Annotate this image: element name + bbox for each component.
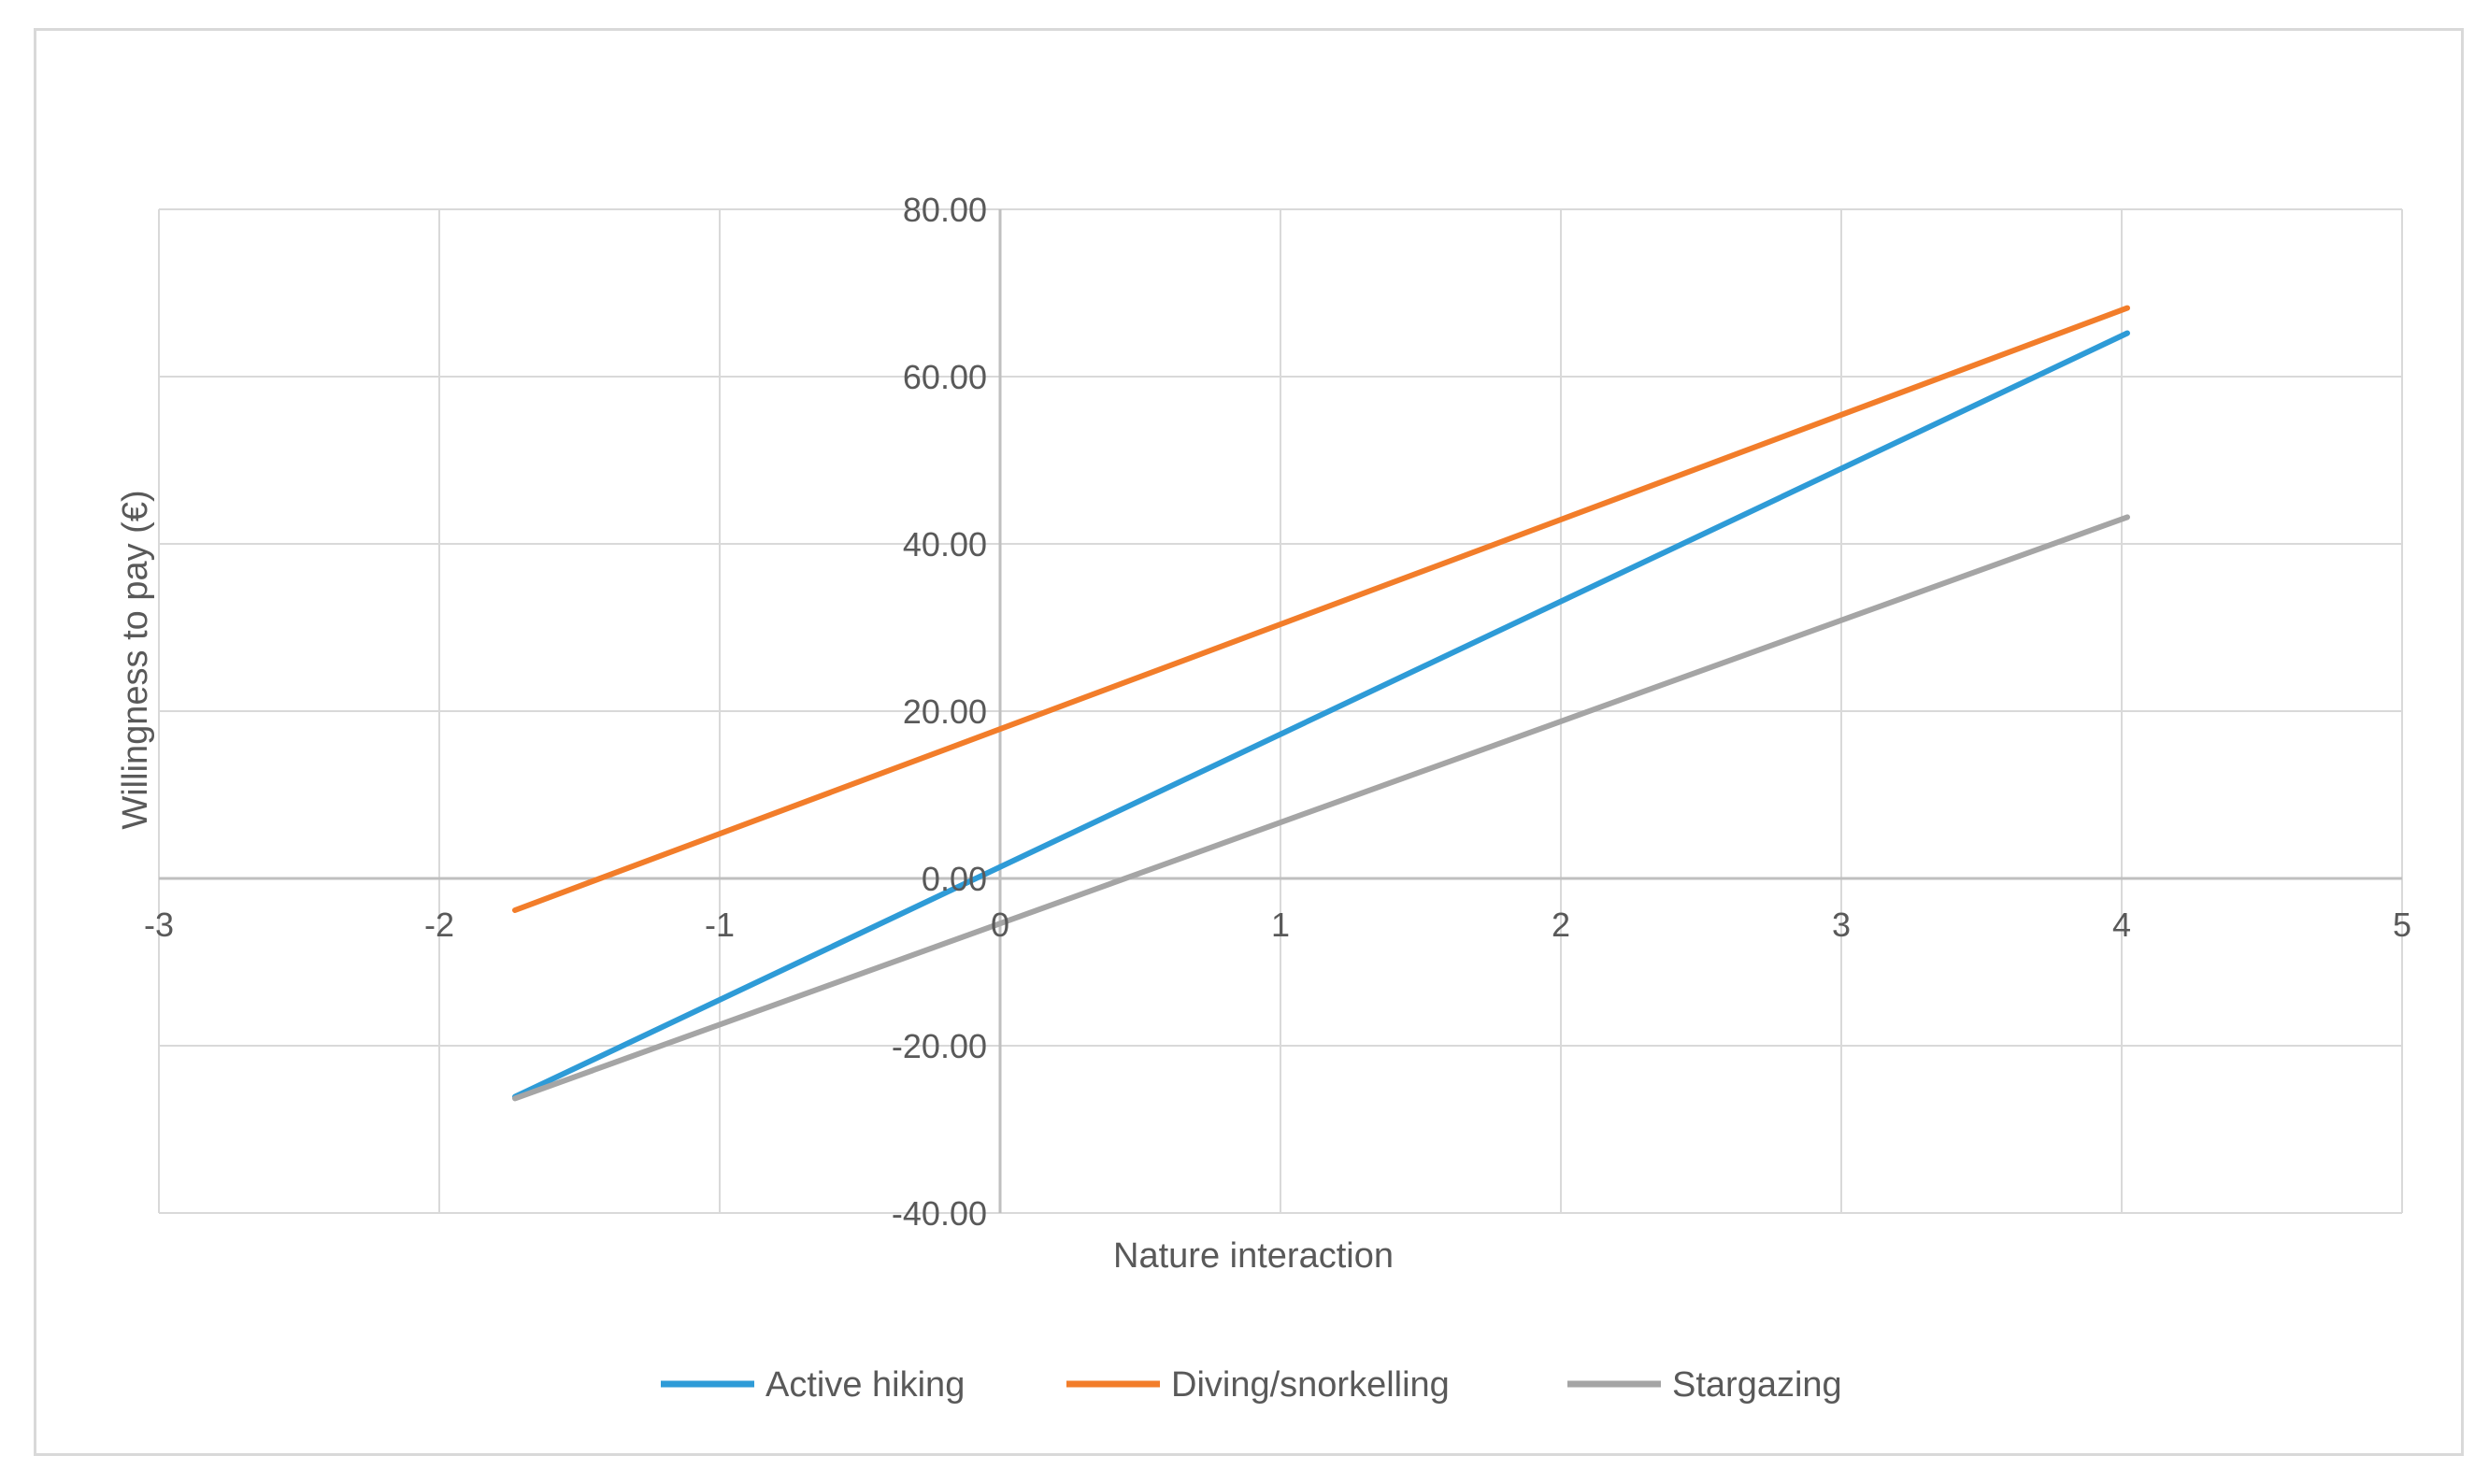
x-tick-label: 2 (1552, 906, 1570, 944)
legend: Active hiking Diving/snorkelling Stargazin… (661, 1365, 1842, 1405)
series-line-stargazing (512, 514, 2130, 1102)
legend-label-active-hiking: Active hiking (765, 1365, 965, 1405)
y-tick-labels: -40.00 -20.00 0.00 20.00 40.00 60.00 80.00 (892, 191, 987, 1233)
y-tick-label: -20.00 (892, 1027, 987, 1065)
x-tick-label: 5 (2393, 906, 2411, 944)
y-tick-label: -40.00 (892, 1194, 987, 1233)
x-tick-label: 1 (1271, 906, 1290, 944)
x-tick-label: -3 (144, 906, 174, 944)
x-tick-label: 3 (1832, 906, 1851, 944)
series-lines (512, 305, 2130, 1102)
series-line-diving-snorkelling (512, 305, 2130, 913)
y-tick-label: 60.00 (903, 358, 987, 396)
y-tick-label: 40.00 (903, 525, 987, 564)
y-tick-label: 0.00 (922, 860, 987, 898)
legend-label-diving-snorkelling: Diving/snorkelling (1171, 1365, 1450, 1405)
x-tick-labels: -3 -2 -1 0 1 2 3 4 5 (144, 906, 2411, 944)
x-axis-title: Nature interaction (1113, 1236, 1394, 1276)
y-tick-label: 80.00 (903, 191, 987, 229)
y-tick-label: 20.00 (903, 692, 987, 731)
chart-frame: -40.00 -20.00 0.00 20.00 40.00 60.00 80.00 -3-… (34, 28, 2464, 1456)
x-tick-label: -2 (424, 906, 454, 944)
series-line-active-hiking (512, 330, 2130, 1100)
x-tick-label: 0 (991, 906, 1009, 944)
axes (159, 209, 2402, 1213)
x-tick-label: 4 (2112, 906, 2131, 944)
y-axis-title: Willingness to pay (€) (116, 490, 155, 829)
x-tick-label: -1 (705, 906, 735, 944)
legend-label-stargazing: Stargazing (1672, 1365, 1842, 1405)
